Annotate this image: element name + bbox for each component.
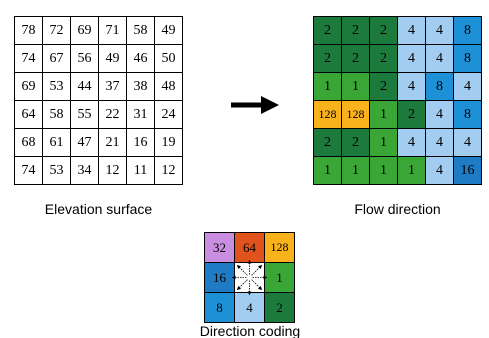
- elevation-cell: 47: [71, 129, 98, 156]
- flow-direction-cell: 4: [454, 129, 481, 156]
- elevation-cell: 72: [43, 17, 70, 44]
- elevation-cell: 55: [71, 101, 98, 128]
- flow-direction-cell: 1: [314, 157, 341, 184]
- flow-direction-cell: 4: [398, 73, 425, 100]
- elevation-cell: 11: [127, 157, 154, 184]
- flow-direction-grid: 2 2 2 4 4 8 2 2 2 4 4 8 1 1 2 4 8 4 128 128 1 2 4 8 2 2 1 4 4 4 1 1 1 1 4 1…: [313, 16, 482, 185]
- flow-direction-cell: 2: [342, 17, 369, 44]
- flow-direction-cell: 2: [370, 17, 397, 44]
- flow-direction-cell: 8: [454, 101, 481, 128]
- elevation-cell: 56: [71, 45, 98, 72]
- flow-direction-cell: 8: [426, 73, 453, 100]
- flow-direction-cell: 128: [342, 101, 369, 128]
- elevation-cell: 21: [99, 129, 126, 156]
- flow-direction-cell: 2: [370, 73, 397, 100]
- elevation-cell: 69: [15, 73, 42, 100]
- elevation-cell: 50: [155, 45, 182, 72]
- elevation-cell: 46: [127, 45, 154, 72]
- elevation-cell: 12: [155, 157, 182, 184]
- elevation-cell: 68: [15, 129, 42, 156]
- flow-direction-cell: 4: [454, 73, 481, 100]
- coding-cell: 4: [235, 293, 264, 322]
- flow-direction-cell: 4: [398, 17, 425, 44]
- coding-cell: 1: [265, 263, 294, 292]
- elevation-cell: 31: [127, 101, 154, 128]
- coding-cell: 32: [205, 233, 234, 262]
- elevation-cell: 22: [99, 101, 126, 128]
- direction-coding-caption: Direction coding: [199, 323, 301, 338]
- flow-direction-cell: 4: [426, 17, 453, 44]
- elevation-cell: 16: [127, 129, 154, 156]
- flow-direction-cell: 4: [398, 129, 425, 156]
- flow-direction-cell: 1: [314, 73, 341, 100]
- flow-direction-cell: 2: [398, 101, 425, 128]
- coding-cell: 8: [205, 293, 234, 322]
- elevation-cell: 64: [15, 101, 42, 128]
- coding-cell: 16: [205, 263, 234, 292]
- flow-direction-cell: 1: [342, 73, 369, 100]
- flow-direction-cell: 1: [342, 157, 369, 184]
- flow-direction-cell: 2: [342, 45, 369, 72]
- flow-direction-cell: 4: [426, 45, 453, 72]
- elevation-cell: 12: [99, 157, 126, 184]
- elevation-cell: 69: [71, 17, 98, 44]
- elevation-cell: 38: [127, 73, 154, 100]
- flow-direction-cell: 1: [370, 101, 397, 128]
- elevation-cell: 58: [43, 101, 70, 128]
- elevation-cell: 37: [99, 73, 126, 100]
- flow-direction-cell: 128: [314, 101, 341, 128]
- flow-direction-cell: 8: [454, 45, 481, 72]
- elevation-cell: 24: [155, 101, 182, 128]
- flow-direction-cell: 4: [398, 45, 425, 72]
- flow-direction-cell: 16: [454, 157, 481, 184]
- elevation-cell: 78: [15, 17, 42, 44]
- elevation-cell: 49: [99, 45, 126, 72]
- flow-direction-cell: 1: [370, 157, 397, 184]
- coding-cell: 128: [265, 233, 294, 262]
- elevation-cell: 61: [43, 129, 70, 156]
- elevation-caption: Elevation surface: [44, 201, 153, 217]
- flow-direction-cell: 4: [426, 157, 453, 184]
- flow-direction-caption: Flow direction: [354, 201, 441, 217]
- elevation-cell: 67: [43, 45, 70, 72]
- elevation-cell: 34: [71, 157, 98, 184]
- flow-direction-cell: 2: [314, 45, 341, 72]
- elevation-cell: 53: [43, 157, 70, 184]
- flow-direction-cell: 2: [314, 17, 341, 44]
- flow-direction-cell: 2: [342, 129, 369, 156]
- coding-cell: 2: [265, 293, 294, 322]
- elevation-cell: 44: [71, 73, 98, 100]
- direction-coding-grid: 32 64 128 16 1 8 4 2: [204, 232, 295, 323]
- elevation-grid: 78 72 69 71 58 49 74 67 56 49 46 50 69 53 44 37 38 48 64 58…: [14, 16, 183, 185]
- arrow-right-icon: [231, 96, 279, 114]
- flow-direction-cell: 2: [314, 129, 341, 156]
- elevation-cell: 58: [127, 17, 154, 44]
- elevation-cell: 48: [155, 73, 182, 100]
- flow-direction-cell: 1: [398, 157, 425, 184]
- elevation-cell: 74: [15, 45, 42, 72]
- elevation-cell: 19: [155, 129, 182, 156]
- flow-direction-cell: 4: [426, 129, 453, 156]
- elevation-cell: 49: [155, 17, 182, 44]
- elevation-cell: 53: [43, 73, 70, 100]
- elevation-cell: 71: [99, 17, 126, 44]
- flow-direction-cell: 1: [370, 129, 397, 156]
- flow-direction-cell: 8: [454, 17, 481, 44]
- coding-center-cell: [235, 263, 264, 292]
- elevation-cell: 74: [15, 157, 42, 184]
- flow-direction-cell: 4: [426, 101, 453, 128]
- flow-direction-cell: 2: [370, 45, 397, 72]
- coding-cell: 64: [235, 233, 264, 262]
